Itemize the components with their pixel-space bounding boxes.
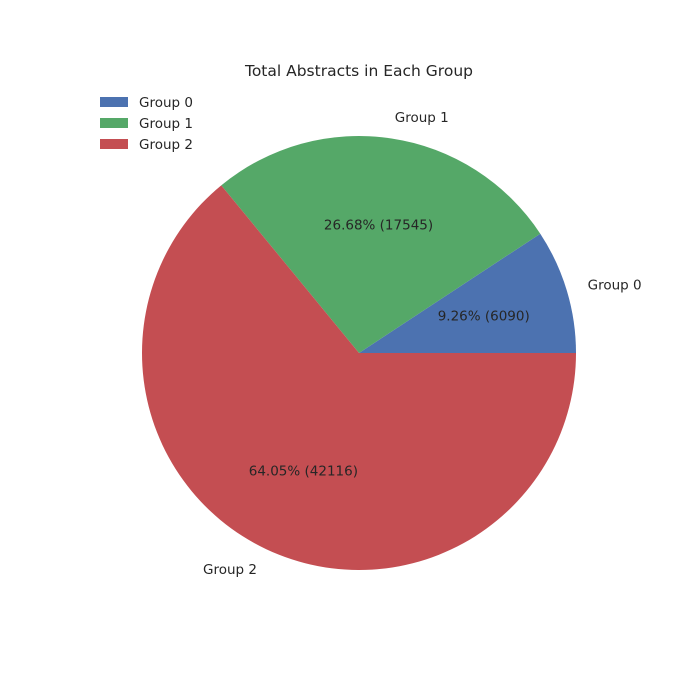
legend-label-group-0: Group 0 — [139, 95, 193, 111]
legend-label-group-1: Group 1 — [139, 116, 193, 132]
pie-slice-group-2 — [142, 185, 576, 570]
pie-slice-group-1 — [221, 135, 541, 353]
slice-label-group-0: Group 0 — [588, 278, 642, 294]
chart-title: Total Abstracts in Each Group — [244, 62, 473, 80]
legend-label-group-2: Group 2 — [139, 137, 193, 153]
pie-slice-group-0 — [359, 233, 576, 353]
slice-label-group-2: Group 2 — [203, 562, 257, 578]
legend-swatch-group-0 — [100, 97, 128, 107]
slice-percent-group-1: 26.68% (17545) — [324, 217, 433, 233]
legend-swatch-group-2 — [100, 139, 128, 149]
slice-percent-group-0: 9.26% (6090) — [438, 309, 530, 325]
pie-labels: Group 0 9.26% (6090) Group 1 26.68% (17545)… — [203, 110, 642, 578]
slice-percent-group-2: 64.05% (42116) — [249, 464, 358, 480]
pie-slices — [142, 135, 576, 570]
slice-label-group-1: Group 1 — [395, 110, 449, 126]
legend: Group 0 Group 1 Group 2 — [100, 95, 193, 153]
legend-swatch-group-1 — [100, 118, 128, 128]
